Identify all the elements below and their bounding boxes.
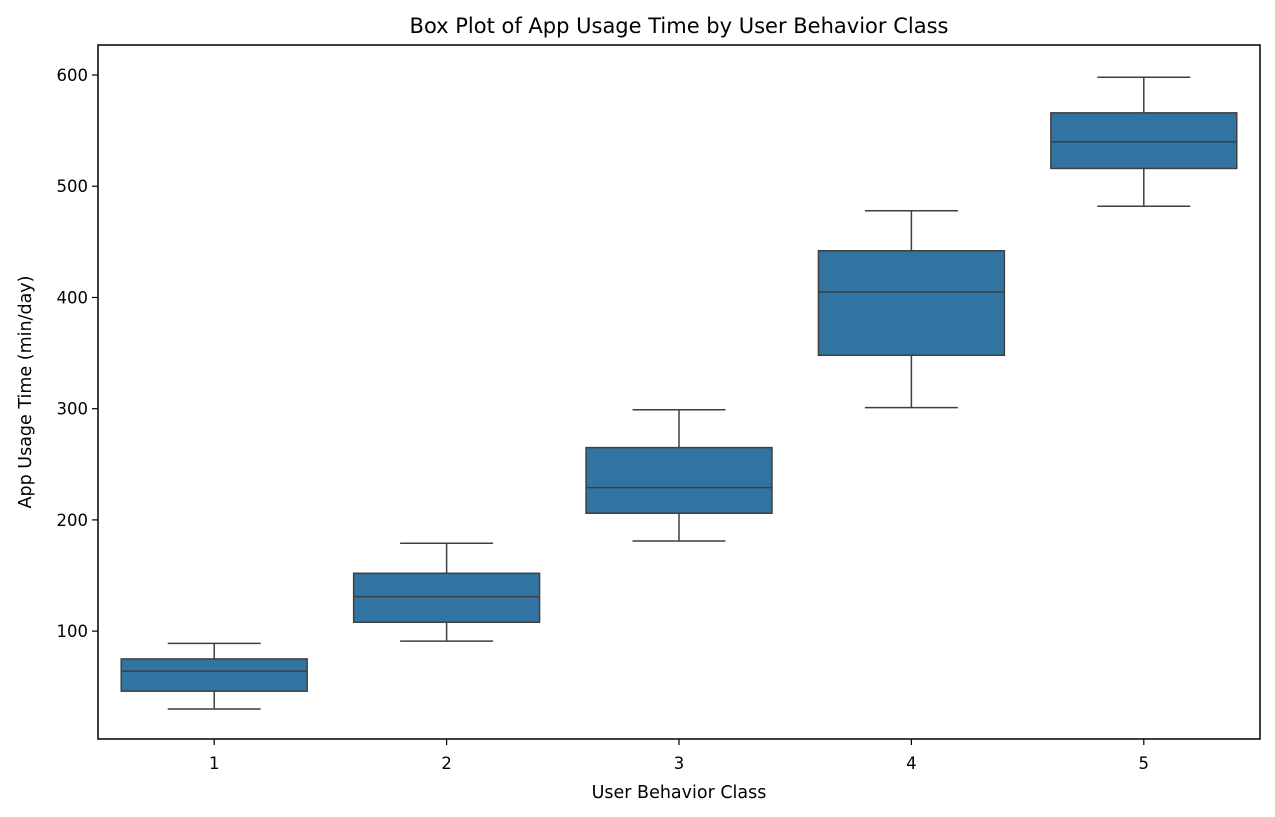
iqr-box	[817, 250, 1006, 357]
box-group-4	[817, 209, 1006, 409]
box-group-5	[1050, 76, 1238, 208]
box-group-1	[120, 642, 308, 710]
boxes-layer	[120, 76, 1238, 710]
y-tick-label: 300	[57, 400, 89, 419]
y-tick-label: 200	[57, 511, 89, 530]
y-tick-label: 600	[57, 66, 89, 85]
chart-title: Box Plot of App Usage Time by User Behav…	[410, 14, 949, 38]
y-tick-label: 100	[57, 622, 89, 641]
y-axis-label: App Usage Time (min/day)	[16, 276, 36, 509]
x-tick-label: 4	[906, 754, 917, 773]
iqr-box	[120, 658, 308, 692]
iqr-box	[585, 446, 773, 514]
x-axis-ticks: 1 2 3 4 5	[209, 739, 1149, 773]
box-group-2	[352, 542, 541, 642]
x-axis-label: User Behavior Class	[592, 783, 767, 803]
y-tick-label: 400	[57, 288, 89, 307]
y-tick-label: 500	[57, 177, 89, 196]
x-tick-label: 5	[1139, 754, 1150, 773]
x-tick-label: 1	[209, 754, 220, 773]
y-axis-ticks: 100 200 300 400 500 600	[57, 66, 98, 641]
box-group-3	[585, 409, 773, 542]
iqr-box	[352, 572, 541, 623]
x-tick-label: 2	[441, 754, 452, 773]
iqr-box	[1050, 112, 1238, 170]
plot-frame	[97, 44, 1261, 740]
x-tick-label: 3	[674, 754, 685, 773]
